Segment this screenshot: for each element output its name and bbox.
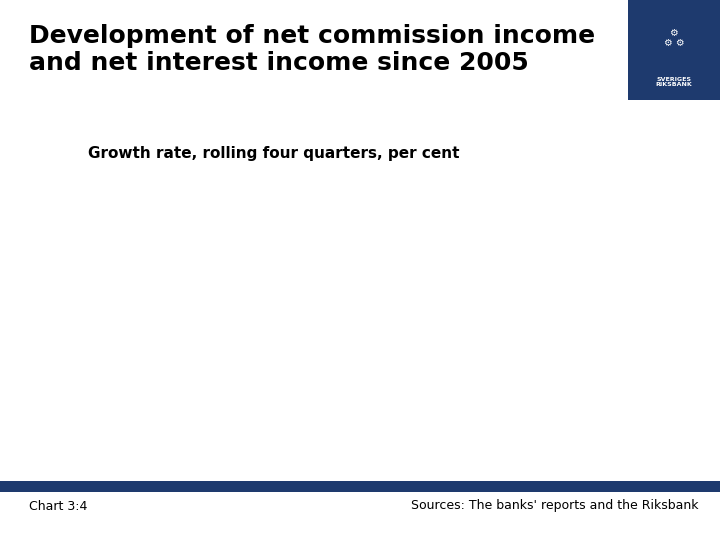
Text: SVERIGES
RIKSBANK: SVERIGES RIKSBANK <box>655 77 693 87</box>
Text: Sources: The banks' reports and the Riksbank: Sources: The banks' reports and the Riks… <box>411 500 698 512</box>
Text: ⚙
⚙ ⚙: ⚙ ⚙ ⚙ <box>664 28 684 49</box>
Text: Development of net commission income
and net interest income since 2005: Development of net commission income and… <box>29 24 595 75</box>
Text: Growth rate, rolling four quarters, per cent: Growth rate, rolling four quarters, per … <box>88 146 459 161</box>
Text: Chart 3:4: Chart 3:4 <box>29 500 87 512</box>
